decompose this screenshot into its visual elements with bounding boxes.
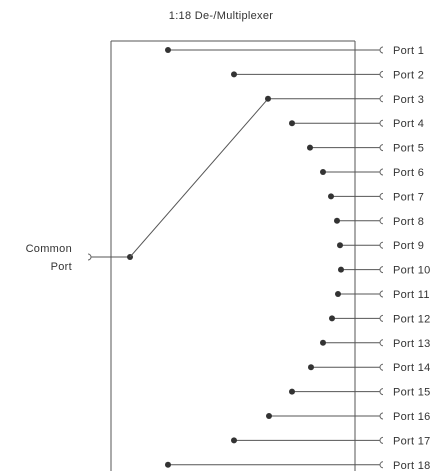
port-row-9: Port 9 <box>337 240 424 252</box>
port-connector-16[interactable] <box>379 412 384 420</box>
port-row-7: Port 7 <box>328 191 424 203</box>
port-label-8: Port 8 <box>393 216 424 228</box>
port-label-1: Port 1 <box>393 45 424 57</box>
port-contact-18 <box>165 461 171 468</box>
port-label-11: Port 11 <box>393 289 430 301</box>
port-contact-3 <box>265 95 271 102</box>
port-connector-17[interactable] <box>379 436 384 444</box>
port-contact-15 <box>289 388 295 395</box>
port-contact-7 <box>328 193 334 200</box>
port-contact-12 <box>329 315 335 322</box>
port-label-18: Port 18 <box>393 460 431 471</box>
port-connector-6[interactable] <box>379 168 384 176</box>
port-contact-4 <box>289 120 295 127</box>
port-contact-14 <box>308 364 314 371</box>
switch-arm <box>129 98 269 258</box>
port-label-9: Port 9 <box>393 240 424 252</box>
port-label-12: Port 12 <box>393 313 431 325</box>
port-contact-17 <box>231 437 237 444</box>
port-row-18: Port 18 <box>165 460 431 471</box>
port-connector-4[interactable] <box>379 119 384 127</box>
port-row-3: Port 3 <box>265 94 424 106</box>
port-connector-13[interactable] <box>379 339 384 347</box>
port-connector-15[interactable] <box>379 388 384 396</box>
diagram-title: 1:18 De-/Multiplexer <box>169 10 273 22</box>
port-label-15: Port 15 <box>393 387 431 399</box>
common-port-label-line1: Common <box>26 243 72 255</box>
port-label-4: Port 4 <box>393 118 424 130</box>
port-connector-10[interactable] <box>379 266 384 274</box>
port-row-13: Port 13 <box>320 338 431 350</box>
port-label-13: Port 13 <box>393 338 431 350</box>
port-row-17: Port 17 <box>231 435 431 447</box>
port-row-11: Port 11 <box>335 289 430 301</box>
port-connector-12[interactable] <box>379 314 384 322</box>
port-label-17: Port 17 <box>393 435 431 447</box>
port-row-16: Port 16 <box>266 411 431 423</box>
port-contact-10 <box>338 266 344 273</box>
port-contact-16 <box>266 413 272 419</box>
port-row-15: Port 15 <box>289 387 431 399</box>
port-connector-11[interactable] <box>379 290 384 298</box>
port-connector-18[interactable] <box>379 461 384 469</box>
port-contact-5 <box>307 144 313 151</box>
port-row-5: Port 5 <box>307 143 424 155</box>
port-row-10: Port 10 <box>338 265 431 277</box>
port-label-3: Port 3 <box>393 94 424 106</box>
port-row-14: Port 14 <box>308 362 431 374</box>
port-label-10: Port 10 <box>393 265 431 277</box>
port-connector-2[interactable] <box>379 70 384 78</box>
port-label-16: Port 16 <box>393 411 431 423</box>
port-contact-8 <box>334 217 340 224</box>
port-connector-1[interactable] <box>379 46 384 54</box>
port-connector-9[interactable] <box>379 241 384 249</box>
port-contact-2 <box>231 71 237 78</box>
port-connector-14[interactable] <box>379 363 384 371</box>
common-port-label-line2: Port <box>51 261 72 273</box>
port-row-12: Port 12 <box>329 313 431 325</box>
port-label-5: Port 5 <box>393 143 424 155</box>
port-label-14: Port 14 <box>393 362 431 374</box>
common-port-connector[interactable] <box>87 253 92 261</box>
port-label-7: Port 7 <box>393 191 424 203</box>
port-contact-1 <box>165 47 171 53</box>
port-contact-6 <box>320 169 326 175</box>
port-connector-8[interactable] <box>379 217 384 225</box>
port-row-4: Port 4 <box>289 118 424 130</box>
ports-group: Port 1 Port 2 Port 3 Port 4 Port 5 Port 6 Port… <box>165 45 431 471</box>
port-connector-7[interactable] <box>379 192 384 200</box>
port-row-6: Port 6 <box>320 167 424 179</box>
port-row-8: Port 8 <box>334 216 424 228</box>
port-contact-9 <box>337 242 343 249</box>
port-connector-5[interactable] <box>379 144 384 152</box>
port-contact-13 <box>320 339 326 346</box>
port-connector-3[interactable] <box>379 95 384 103</box>
port-contact-11 <box>335 291 341 297</box>
port-row-2: Port 2 <box>231 69 424 81</box>
port-label-6: Port 6 <box>393 167 424 179</box>
port-row-1: Port 1 <box>165 45 424 57</box>
port-label-2: Port 2 <box>393 69 424 81</box>
